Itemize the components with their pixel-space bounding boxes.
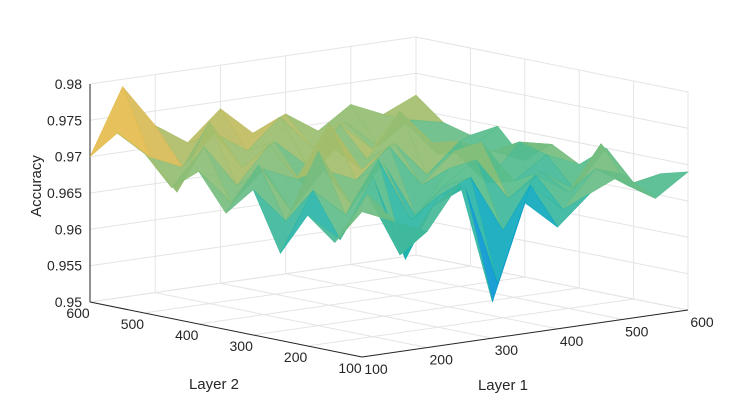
floor-grid-line — [144, 265, 471, 314]
z-axis-label: Accuracy — [28, 155, 45, 217]
y-tick-label: 100 — [338, 360, 362, 376]
floor-grid-line — [285, 273, 558, 330]
y-axis-line — [89, 301, 363, 358]
tick-labels: 0.95 0.955 0.96 0.965 0.97 0.975 0.98 100 200 300… — [47, 76, 714, 377]
y-tick-label: 600 — [66, 305, 90, 321]
y-tick-label: 500 — [121, 316, 145, 332]
wall-grid-line — [415, 218, 689, 275]
z-tick-label: 0.96 — [55, 221, 82, 237]
wall-grid-line — [415, 72, 689, 129]
wall-grid-line — [415, 109, 689, 166]
floor-grid-line — [307, 298, 634, 347]
y-tick-label: 300 — [230, 338, 254, 354]
z-tick-label: 0.95 — [55, 294, 82, 310]
wall-grid-line — [89, 36, 417, 85]
z-tick-label: 0.965 — [47, 185, 82, 201]
x-tick-label: 200 — [430, 352, 454, 368]
surface-face — [334, 193, 395, 243]
accuracy-surface — [89, 85, 689, 304]
z-tick-label: 0.955 — [47, 258, 82, 274]
z-tick-label: 0.98 — [55, 76, 82, 92]
floor-grid-line — [220, 282, 493, 339]
y-axis-label: Layer 2 — [189, 376, 239, 393]
y-tick-label: 400 — [175, 327, 199, 343]
x-axis-label: Layer 1 — [478, 377, 528, 394]
x-tick-label: 400 — [560, 333, 584, 349]
floor-grid-line — [155, 292, 428, 349]
wall-grid-line — [89, 254, 417, 303]
floor-grid-line — [253, 287, 580, 336]
y-tick-label: 200 — [284, 349, 308, 365]
x-axis-line — [361, 309, 689, 358]
x-tick-label: 300 — [495, 342, 519, 358]
x-tick-label: 600 — [690, 314, 714, 330]
floor-grid-line — [198, 276, 525, 325]
z-tick-label: 0.975 — [47, 112, 82, 128]
floor-grid-line — [350, 263, 623, 320]
z-tick-label: 0.97 — [55, 149, 82, 165]
wall-grid-line — [89, 218, 417, 267]
wall-grid-line — [415, 254, 689, 311]
wall-grid-line — [415, 36, 689, 93]
axis-grid — [89, 36, 689, 358]
x-tick-label: 100 — [364, 361, 388, 377]
x-tick-label: 500 — [625, 323, 649, 339]
